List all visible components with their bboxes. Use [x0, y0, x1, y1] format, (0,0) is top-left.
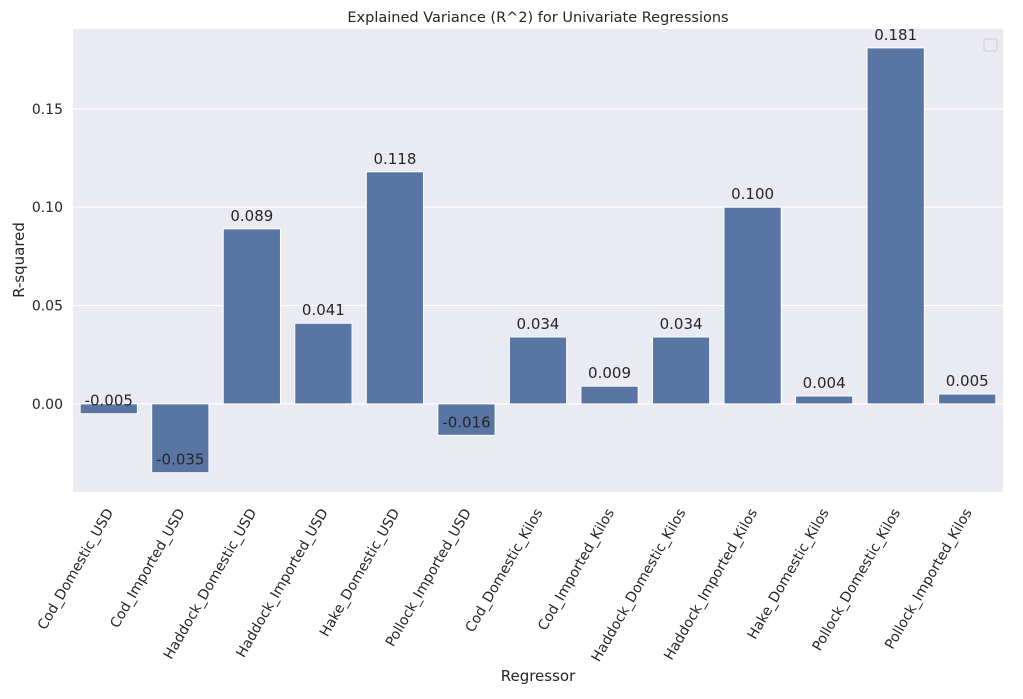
x-tick-label: Cod_Imported_Kilos — [535, 506, 618, 634]
bars — [79, 47, 997, 474]
bar — [151, 403, 210, 474]
bar — [222, 228, 281, 405]
y-tick-label: 0.00 — [32, 397, 63, 413]
legend-box[interactable] — [983, 38, 998, 52]
x-axis-ticks: Cod_Domestic_USDCod_Imported_USDHaddock_… — [35, 506, 976, 665]
bar — [938, 393, 997, 405]
x-tick-label: Hake_Domestic_USD — [317, 506, 403, 640]
bar — [79, 403, 138, 415]
bar — [294, 322, 353, 405]
x-axis-label: Regressor — [501, 667, 576, 685]
x-tick-label: Hake_Domestic_Kilos — [745, 506, 833, 642]
x-tick-label: Cod_Domestic_USD — [35, 506, 117, 633]
data-label: 0.100 — [731, 185, 774, 203]
y-axis-label: R-squared — [10, 222, 28, 298]
data-label: 0.118 — [373, 150, 416, 168]
bar — [723, 206, 782, 405]
data-label: -0.035 — [156, 451, 204, 469]
data-label: 0.034 — [660, 315, 703, 333]
data-label: 0.009 — [588, 364, 631, 382]
bar — [508, 336, 568, 405]
x-tick-label: Pollock_Imported_USD — [383, 506, 475, 650]
bar — [795, 395, 854, 405]
y-axis-ticks: 0.00 0.05 0.10 0.15 — [32, 102, 63, 413]
bar — [866, 47, 925, 405]
x-tick-label: Cod_Imported_USD — [107, 506, 188, 631]
data-label: 0.181 — [874, 26, 917, 44]
plot-background — [73, 29, 1003, 492]
y-tick-label: 0.15 — [32, 102, 63, 118]
data-label: 0.004 — [803, 374, 846, 392]
data-label: 0.041 — [302, 301, 345, 319]
bar — [651, 336, 711, 405]
data-labels: -0.005 -0.035 0.089 0.041 0.118 -0.016 0.034 0.… — [85, 26, 989, 469]
x-tick-label: Cod_Domestic_Kilos — [463, 506, 547, 635]
data-label: -0.005 — [85, 392, 133, 410]
bar — [437, 403, 496, 436]
bar — [365, 171, 425, 405]
data-label: 0.005 — [946, 372, 989, 390]
data-label: 0.089 — [230, 207, 273, 225]
y-tick-label: 0.10 — [32, 200, 63, 216]
data-label: 0.034 — [517, 315, 560, 333]
bar — [580, 385, 639, 405]
x-tick-label: Pollock_Imported_Kilos — [882, 506, 976, 652]
data-label: -0.016 — [442, 413, 490, 431]
chart-title: Explained Variance (R^2) for Univariate … — [347, 10, 728, 26]
y-tick-label: 0.05 — [32, 299, 63, 315]
